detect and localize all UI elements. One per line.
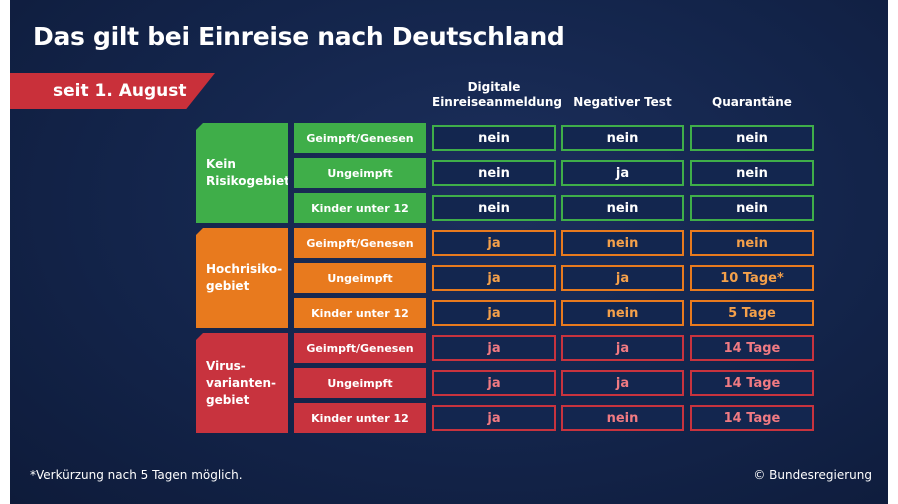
row-label: Ungeimpft [294,368,426,398]
cell-digital: ja [432,300,556,326]
cell-test: ja [561,265,684,291]
cell-test: nein [561,300,684,326]
column-header-test: Negativer Test [573,95,672,109]
cell-test: nein [561,405,684,431]
cell-digital: nein [432,195,556,221]
cell-digital: ja [432,370,556,396]
column-header-digital: Digitale Einreiseanmeldung [432,80,562,109]
cell-quarantine: nein [690,125,814,151]
cell-test: nein [561,195,684,221]
cell-quarantine: 14 Tage [690,405,814,431]
row-label: Ungeimpft [294,158,426,188]
cell-digital: nein [432,160,556,186]
row-label: Kinder unter 12 [294,403,426,433]
cell-quarantine: 14 Tage [690,335,814,361]
cell-digital: ja [432,265,556,291]
date-banner [10,73,215,109]
cell-quarantine: 5 Tage [690,300,814,326]
cell-quarantine: nein [690,160,814,186]
column-header-quarantine: Quarantäne [712,95,792,109]
row-label: Geimpft/Genesen [294,123,426,153]
page-title: Das gilt bei Einreise nach Deutschland [33,22,565,51]
group-label-no-risk: Kein Risikogebiet [196,123,288,223]
cell-digital: ja [432,230,556,256]
cell-test: ja [561,335,684,361]
row-label: Kinder unter 12 [294,193,426,223]
row-label: Ungeimpft [294,263,426,293]
row-label: Kinder unter 12 [294,298,426,328]
cell-quarantine: 10 Tage* [690,265,814,291]
cell-digital: ja [432,335,556,361]
cell-digital: nein [432,125,556,151]
cell-test: ja [561,370,684,396]
cell-digital: ja [432,405,556,431]
cell-quarantine: 14 Tage [690,370,814,396]
row-label: Geimpft/Genesen [294,333,426,363]
copyright-credit: © Bundesregierung [753,468,872,482]
row-label: Geimpft/Genesen [294,228,426,258]
cell-test: nein [561,125,684,151]
group-label-variant-area: Virus- varianten- gebiet [196,333,288,433]
group-label-high-risk: Hochrisiko- gebiet [196,228,288,328]
date-banner-label: seit 1. August [53,81,187,101]
footnote: *Verkürzung nach 5 Tagen möglich. [30,468,243,482]
cell-quarantine: nein [690,195,814,221]
cell-test: nein [561,230,684,256]
cell-quarantine: nein [690,230,814,256]
cell-test: ja [561,160,684,186]
